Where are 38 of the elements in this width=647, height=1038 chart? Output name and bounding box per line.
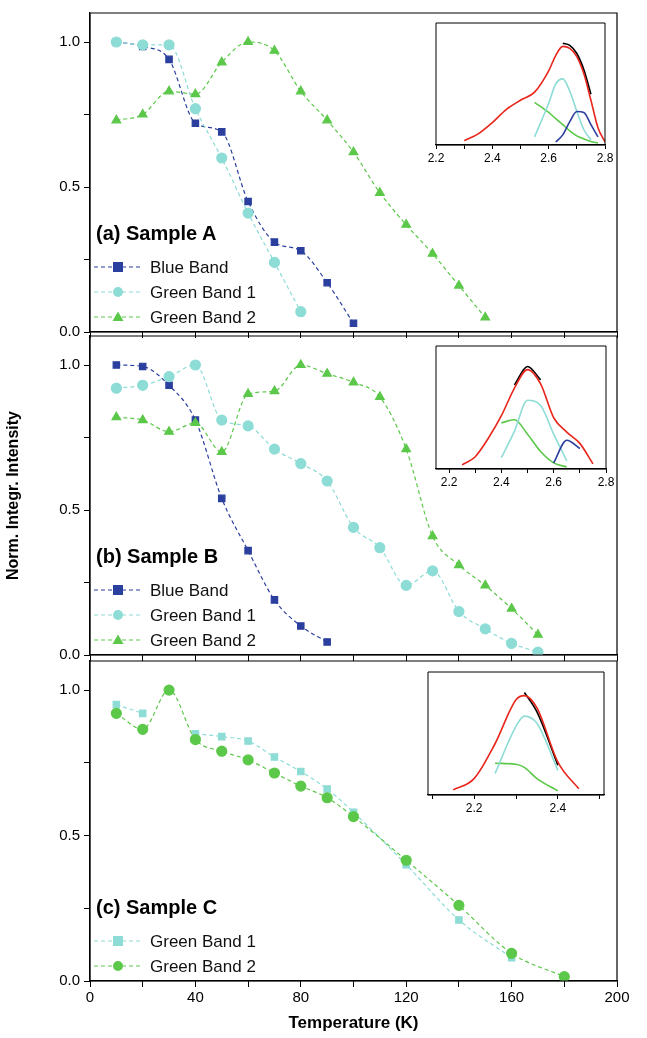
x-tick-label: 160 (499, 988, 525, 1006)
x-tick-label: 200 (604, 988, 630, 1006)
x-tick-label: 40 (187, 988, 204, 1006)
legend-label: Blue Band (150, 580, 229, 600)
x-tick-label: 80 (292, 988, 310, 1006)
y-tick-label: 1.0 (59, 355, 80, 373)
y-tick-label: 1.0 (59, 32, 80, 50)
legend-label: Green Band 1 (150, 282, 256, 302)
legend-label: Green Band 2 (150, 956, 256, 976)
y-tick-label: 1.0 (59, 680, 80, 698)
legend-title: (a) Sample A (96, 221, 217, 244)
legend-title: (b) Sample B (96, 544, 219, 567)
y-tick-label: 0.0 (59, 971, 80, 989)
legend-label: Blue Band (150, 257, 229, 277)
x-tick-label: 2.8 (596, 150, 614, 165)
x-tick-label: 2.4 (549, 800, 567, 815)
x-tick-label: 2.4 (483, 150, 501, 165)
y-tick-label: 0.5 (59, 177, 80, 195)
x-tick-label: 2.2 (465, 800, 483, 815)
y-tick-label: 0.0 (59, 322, 80, 340)
x-tick-label: 2.2 (440, 474, 458, 489)
legend-title: (c) Sample C (96, 895, 218, 918)
y-axis-title: Norm. Integr. Intensity (4, 410, 22, 580)
legend-label: Green Band 2 (150, 630, 256, 650)
legend-label: Green Band 1 (150, 931, 256, 951)
x-tick-label: 120 (393, 988, 419, 1006)
x-tick-label: 0 (85, 988, 95, 1006)
x-tick-label: 2.6 (545, 474, 563, 489)
y-tick-label: 0.5 (59, 825, 80, 843)
x-tick-label: 2.8 (597, 474, 615, 489)
x-tick-label: 2.2 (427, 150, 445, 165)
x-tick-label: 2.4 (493, 474, 511, 489)
legend-label: Green Band 1 (150, 605, 256, 625)
y-tick-label: 0.5 (59, 500, 80, 518)
legend-label: Green Band 2 (150, 307, 256, 327)
x-tick-label: 2.6 (540, 150, 558, 165)
y-tick-label: 0.0 (59, 645, 80, 663)
x-axis-title: Temperature (K) (288, 1013, 419, 1033)
